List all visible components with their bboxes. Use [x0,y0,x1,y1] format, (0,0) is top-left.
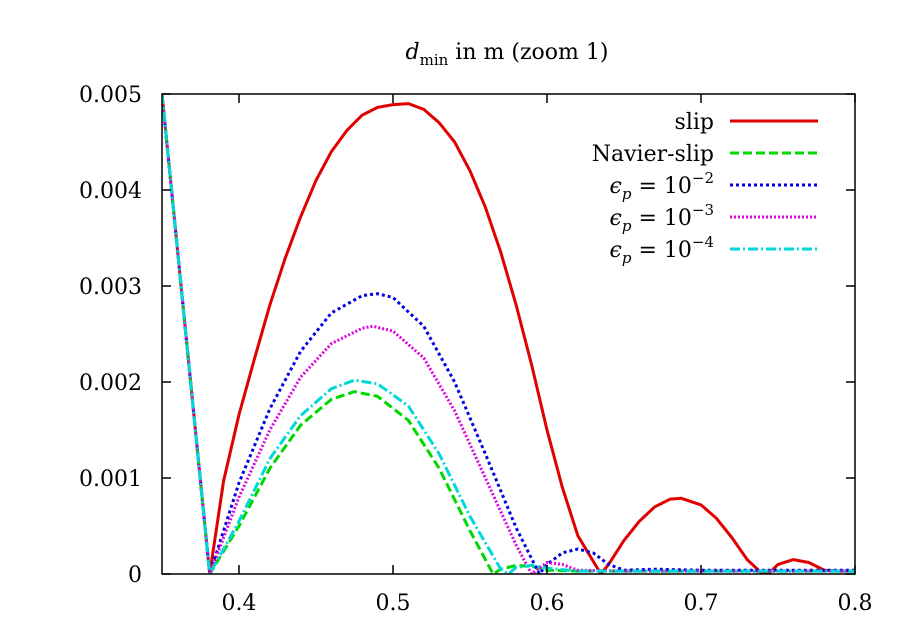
x-tick-label: 0.5 [376,591,411,616]
series-layer [162,94,855,574]
x-tick-label: 0.7 [684,591,719,616]
y-tick-label: 0.002 [79,371,142,396]
y-tick-label: 0 [128,563,142,588]
series-line-eps_1e-4 [162,94,855,574]
y-tick-label: 0.001 [79,467,142,492]
series-line-eps_1e-3 [162,94,855,574]
y-tick-label: 0.005 [79,83,142,108]
y-tick-label: 0.003 [79,275,142,300]
legend-label: Navier-slip [592,142,714,167]
legend-label: ϵp = 10−4 [610,233,714,267]
legend-label: ϵp = 10−2 [610,169,714,203]
x-tick-label: 0.8 [838,591,873,616]
y-tick-label: 0.004 [79,179,142,204]
series-line-Navier-slip [162,94,855,574]
plot-frame [161,93,856,575]
x-tick-label: 0.4 [222,591,257,616]
legend-label: slip [675,110,714,135]
x-tick-label: 0.6 [530,591,565,616]
legend-label: ϵp = 10−3 [610,201,714,235]
axis-layer: 0.4 0.5 0.6 0.7 0.8 0 0.001 0.002 0.003 0.004 0.00… [79,83,872,616]
chart-title: dmin in m (zoom 1) [406,40,609,69]
series-line-eps_1e-2 [162,94,855,574]
series-line-slip [162,94,855,574]
